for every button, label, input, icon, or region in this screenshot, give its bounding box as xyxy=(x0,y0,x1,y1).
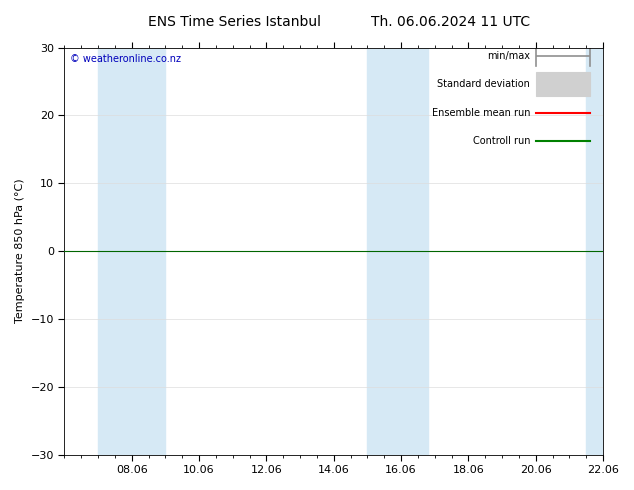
Text: Controll run: Controll run xyxy=(473,136,531,146)
Bar xyxy=(98,48,132,455)
Text: Standard deviation: Standard deviation xyxy=(437,79,531,89)
Bar xyxy=(398,48,428,455)
Text: Ensemble mean run: Ensemble mean run xyxy=(432,108,531,118)
Bar xyxy=(368,48,398,455)
Y-axis label: Temperature 850 hPa (°C): Temperature 850 hPa (°C) xyxy=(15,179,25,323)
Bar xyxy=(586,48,603,455)
Text: Th. 06.06.2024 11 UTC: Th. 06.06.2024 11 UTC xyxy=(371,15,529,29)
Bar xyxy=(132,48,165,455)
Bar xyxy=(536,72,590,97)
Text: ENS Time Series Istanbul: ENS Time Series Istanbul xyxy=(148,15,321,29)
Text: min/max: min/max xyxy=(488,50,531,61)
Text: © weatheronline.co.nz: © weatheronline.co.nz xyxy=(70,53,181,64)
